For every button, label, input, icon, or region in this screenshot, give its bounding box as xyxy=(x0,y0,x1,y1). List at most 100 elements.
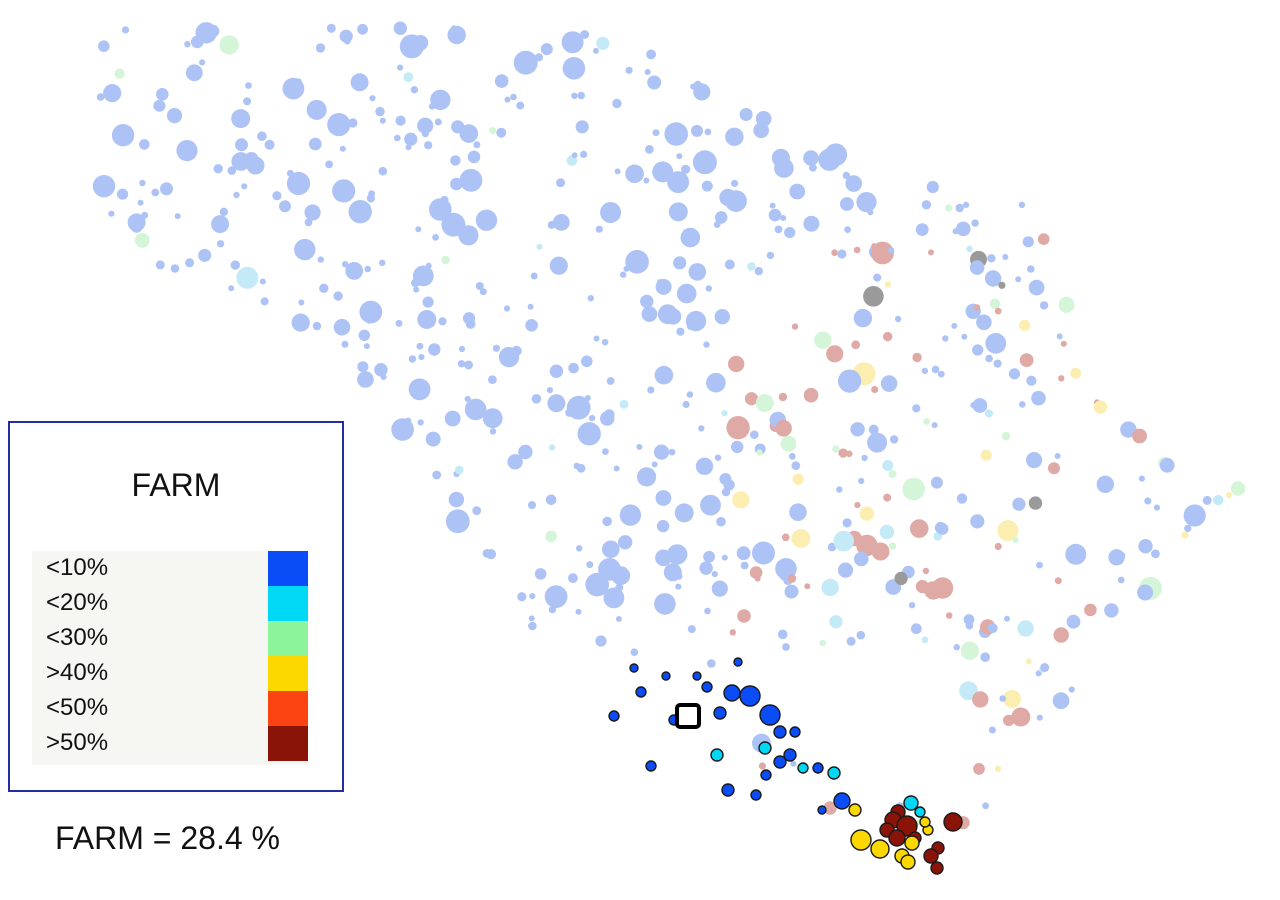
faded-point[interactable] xyxy=(973,304,981,311)
faded-point[interactable] xyxy=(953,644,960,651)
faded-point[interactable] xyxy=(654,365,674,385)
highlight-point[interactable] xyxy=(608,710,620,722)
faded-point[interactable] xyxy=(489,127,497,134)
faded-point[interactable] xyxy=(945,204,953,212)
faded-point[interactable] xyxy=(552,214,570,231)
faded-point[interactable] xyxy=(921,200,932,210)
faded-point[interactable] xyxy=(985,354,993,363)
faded-point[interactable] xyxy=(1058,296,1075,313)
faded-point[interactable] xyxy=(653,444,670,460)
faded-point[interactable] xyxy=(492,344,500,352)
faded-point[interactable] xyxy=(721,554,728,561)
faded-point[interactable] xyxy=(545,530,557,543)
faded-point[interactable] xyxy=(960,641,979,660)
faded-point[interactable] xyxy=(1202,495,1212,505)
highlight-point[interactable] xyxy=(773,725,787,739)
faded-point[interactable] xyxy=(781,533,790,542)
faded-point[interactable] xyxy=(788,452,796,460)
highlight-point[interactable] xyxy=(710,748,724,762)
faded-point[interactable] xyxy=(404,417,412,425)
faded-point[interactable] xyxy=(644,69,651,75)
faded-point[interactable] xyxy=(464,395,471,403)
faded-point[interactable] xyxy=(711,571,718,578)
faded-point[interactable] xyxy=(166,108,183,124)
faded-point[interactable] xyxy=(441,212,466,237)
faded-point[interactable] xyxy=(424,141,433,150)
faded-point[interactable] xyxy=(731,179,739,187)
faded-point[interactable] xyxy=(380,373,387,380)
faded-point[interactable] xyxy=(417,310,437,329)
faded-point[interactable] xyxy=(475,209,498,231)
faded-point[interactable] xyxy=(926,180,939,194)
faded-point[interactable] xyxy=(184,41,191,48)
faded-point[interactable] xyxy=(450,414,458,423)
faded-point[interactable] xyxy=(413,286,420,293)
faded-point[interactable] xyxy=(640,294,654,309)
faded-point[interactable] xyxy=(429,198,452,221)
faded-point[interactable] xyxy=(1181,531,1189,539)
highlight-point[interactable] xyxy=(701,681,713,693)
faded-point[interactable] xyxy=(1159,457,1175,473)
faded-point[interactable] xyxy=(422,296,434,308)
faded-point[interactable] xyxy=(339,145,346,152)
faded-point[interactable] xyxy=(706,372,726,393)
faded-point[interactable] xyxy=(260,297,269,306)
faded-point[interactable] xyxy=(272,191,282,201)
faded-point[interactable] xyxy=(747,262,756,271)
faded-point[interactable] xyxy=(930,476,943,489)
faded-point[interactable] xyxy=(459,124,479,143)
faded-point[interactable] xyxy=(216,240,225,248)
faded-point[interactable] xyxy=(417,419,424,426)
faded-point[interactable] xyxy=(134,233,150,248)
faded-point[interactable] xyxy=(619,504,642,526)
faded-point[interactable] xyxy=(503,305,511,312)
faded-point[interactable] xyxy=(998,281,1006,289)
highlight-point[interactable] xyxy=(848,803,862,817)
highlight-point[interactable] xyxy=(629,663,639,673)
faded-point[interactable] xyxy=(791,529,811,548)
faded-point[interactable] xyxy=(791,323,799,330)
faded-point[interactable] xyxy=(111,124,135,147)
faded-point[interactable] xyxy=(703,341,710,348)
faded-point[interactable] xyxy=(826,345,844,363)
faded-point[interactable] xyxy=(667,544,688,565)
faded-point[interactable] xyxy=(823,582,833,592)
faded-point[interactable] xyxy=(1040,663,1050,672)
faded-point[interactable] xyxy=(837,249,847,259)
faded-point[interactable] xyxy=(92,175,116,198)
faded-point[interactable] xyxy=(871,243,878,250)
faded-point[interactable] xyxy=(1184,524,1192,533)
faded-point[interactable] xyxy=(577,422,601,446)
faded-point[interactable] xyxy=(416,342,424,350)
faded-point[interactable] xyxy=(744,392,759,406)
faded-point[interactable] xyxy=(421,130,429,138)
faded-point[interactable] xyxy=(787,574,797,583)
faded-point[interactable] xyxy=(426,437,434,445)
faded-point[interactable] xyxy=(854,551,869,567)
faded-point[interactable] xyxy=(625,66,633,74)
faded-point[interactable] xyxy=(1117,576,1125,584)
faded-point[interactable] xyxy=(774,225,783,234)
faded-point[interactable] xyxy=(448,491,465,508)
faded-point[interactable] xyxy=(525,319,538,332)
faded-point[interactable] xyxy=(561,31,584,54)
faded-point[interactable] xyxy=(887,247,895,254)
faded-point[interactable] xyxy=(432,234,439,241)
faded-point[interactable] xyxy=(108,210,115,217)
highlight-point[interactable] xyxy=(900,854,916,870)
faded-point[interactable] xyxy=(394,134,401,142)
faded-point[interactable] xyxy=(488,375,497,384)
faded-point[interactable] xyxy=(792,473,804,485)
faded-point[interactable] xyxy=(556,178,566,188)
faded-point[interactable] xyxy=(602,448,609,455)
highlight-point[interactable] xyxy=(903,795,919,811)
faded-point[interactable] xyxy=(803,387,819,403)
faded-point[interactable] xyxy=(596,36,610,50)
faded-point[interactable] xyxy=(434,118,442,126)
faded-point[interactable] xyxy=(393,21,407,35)
highlight-point[interactable] xyxy=(721,783,735,797)
faded-point[interactable] xyxy=(902,477,925,501)
faded-point[interactable] xyxy=(325,160,333,169)
faded-point[interactable] xyxy=(842,518,852,528)
